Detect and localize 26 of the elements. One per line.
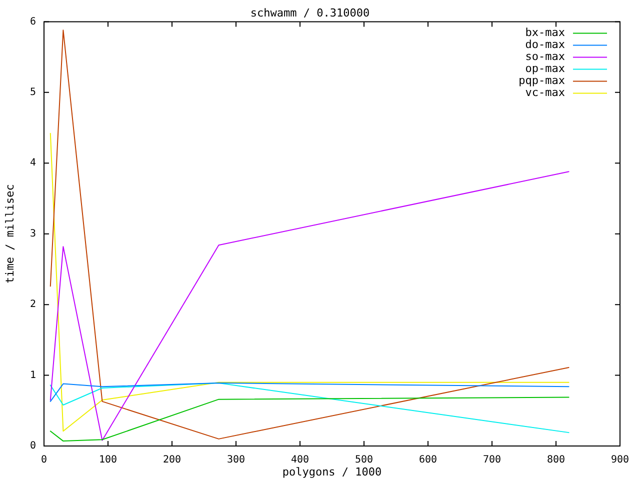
x-tick-label: 600 xyxy=(418,454,438,466)
y-tick-label: 2 xyxy=(30,299,36,310)
x-tick-label: 500 xyxy=(354,454,374,466)
x-tick-label: 800 xyxy=(546,454,566,466)
legend-label: pqp-max xyxy=(518,74,566,88)
y-tick-label: 4 xyxy=(30,158,36,169)
y-tick-label: 0 xyxy=(30,440,36,452)
chart-title: schwamm / 0.310000 xyxy=(250,6,370,20)
y-tick-label: 6 xyxy=(30,16,36,28)
y-tick-label: 1 xyxy=(30,370,36,381)
x-axis-title: polygons / 1000 xyxy=(282,465,382,478)
legend-label: vc-max xyxy=(525,86,566,100)
legend-label: so-max xyxy=(525,50,566,64)
x-tick-label: 0 xyxy=(40,454,48,466)
x-tick-label: 200 xyxy=(162,454,182,466)
y-tick-label: 5 xyxy=(30,87,36,98)
y-tick-label: 3 xyxy=(30,228,36,240)
x-tick-label: 300 xyxy=(226,454,246,466)
x-tick-label: 700 xyxy=(482,454,502,466)
legend-label: op-max xyxy=(525,62,566,76)
x-tick-label: 400 xyxy=(290,454,310,466)
legend-label: do-max xyxy=(525,38,566,52)
y-axis-title: time / millisec xyxy=(3,184,16,284)
legend-label: bx-max xyxy=(525,26,566,40)
x-tick-label: 900 xyxy=(610,454,630,466)
x-tick-label: 100 xyxy=(98,454,118,466)
